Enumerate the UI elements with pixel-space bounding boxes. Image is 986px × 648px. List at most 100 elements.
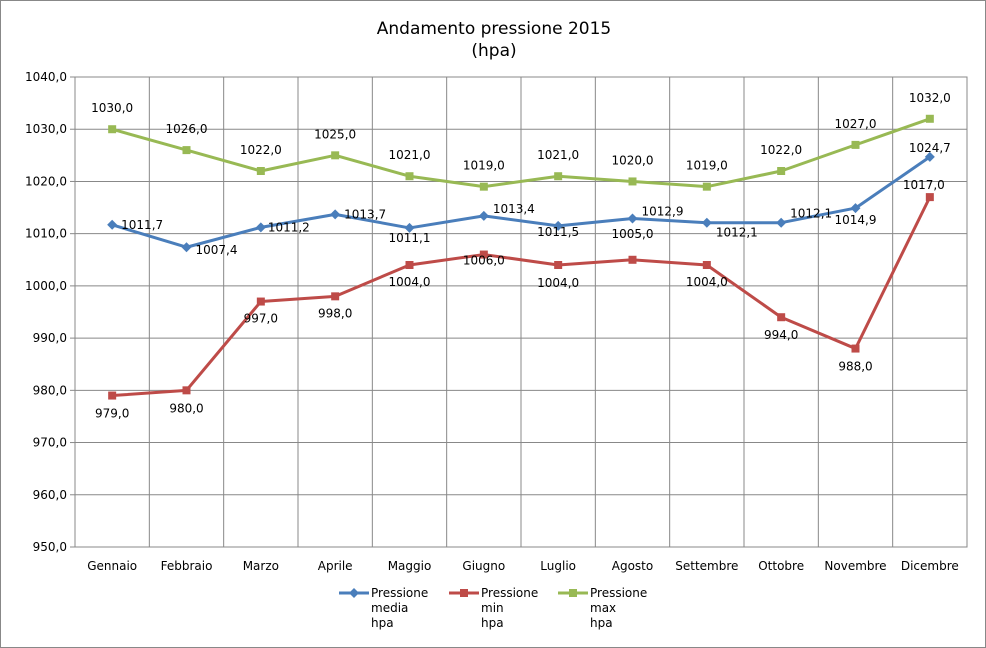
data-label: 1014,9 bbox=[835, 213, 877, 227]
data-label: 1021,0 bbox=[389, 148, 431, 162]
legend-label: max bbox=[590, 601, 616, 615]
legend-marker bbox=[349, 588, 359, 598]
data-label: 979,0 bbox=[95, 407, 129, 421]
data-point bbox=[850, 203, 861, 214]
y-tick-label: 1010,0 bbox=[25, 227, 67, 241]
data-label: 1012,1 bbox=[716, 226, 758, 240]
data-point bbox=[478, 210, 489, 221]
data-label: 1004,0 bbox=[686, 275, 728, 289]
data-label: 994,0 bbox=[764, 328, 798, 342]
x-axis: Gennaio Febbraio Marzo Aprile Maggio Giugno Lu… bbox=[87, 559, 959, 573]
data-label: 980,0 bbox=[169, 401, 203, 415]
data-label: 998,0 bbox=[318, 306, 352, 320]
data-label: 1019,0 bbox=[463, 159, 505, 173]
data-label: 1004,0 bbox=[389, 275, 431, 289]
data-label: 1011,7 bbox=[121, 218, 163, 232]
x-tick-label: Agosto bbox=[612, 559, 653, 573]
data-point bbox=[924, 151, 935, 162]
data-point bbox=[331, 292, 340, 301]
series-line bbox=[111, 155, 931, 249]
legend: PressionemediahpaPressioneminhpaPression… bbox=[339, 586, 647, 630]
data-label: 1022,0 bbox=[760, 143, 802, 157]
data-point bbox=[777, 313, 786, 322]
data-point bbox=[702, 182, 711, 191]
data-label: 1024,7 bbox=[909, 141, 951, 155]
data-label: 1025,0 bbox=[314, 127, 356, 141]
x-tick-label: Novembre bbox=[824, 559, 886, 573]
data-label: 1026,0 bbox=[166, 122, 208, 136]
y-axis: 950,0 960,0 970,0 980,0 990,0 1000,0 1010,0 102… bbox=[25, 70, 75, 554]
y-tick-label: 980,0 bbox=[33, 383, 67, 397]
data-point bbox=[776, 217, 787, 228]
data-label: 1012,9 bbox=[642, 205, 684, 219]
legend-label: hpa bbox=[590, 616, 613, 630]
data-point bbox=[182, 386, 191, 395]
data-label: 1032,0 bbox=[909, 91, 951, 105]
legend-label: hpa bbox=[371, 616, 394, 630]
data-point bbox=[256, 167, 265, 175]
legend-marker bbox=[569, 589, 577, 597]
data-label: 1019,0 bbox=[686, 159, 728, 173]
data-label: 1011,5 bbox=[537, 225, 579, 239]
data-point bbox=[553, 220, 564, 231]
grid bbox=[74, 76, 968, 548]
plot-area-border bbox=[74, 76, 968, 548]
data-point bbox=[628, 177, 637, 186]
x-tick-label: Febbraio bbox=[161, 559, 213, 573]
x-tick-label: Settembre bbox=[675, 559, 738, 573]
chart-title: Andamento pressione 2015 bbox=[377, 19, 611, 39]
data-label: 1013,4 bbox=[493, 202, 535, 216]
data-label: 1012,1 bbox=[790, 207, 832, 221]
legend-label: media bbox=[371, 601, 408, 615]
data-point bbox=[404, 222, 415, 233]
x-tick-label: Gennaio bbox=[87, 559, 137, 573]
x-tick-label: Luglio bbox=[540, 559, 576, 573]
data-point bbox=[107, 219, 118, 230]
data-point bbox=[182, 146, 191, 155]
series-layer bbox=[107, 114, 935, 400]
data-label: 1020,0 bbox=[612, 153, 654, 167]
data-point bbox=[479, 250, 488, 259]
data-label: 1017,0 bbox=[903, 178, 945, 192]
data-point bbox=[255, 222, 266, 233]
y-tick-label: 1040,0 bbox=[25, 70, 67, 84]
y-tick-label: 970,0 bbox=[33, 436, 67, 450]
legend-label: hpa bbox=[481, 616, 504, 630]
data-point bbox=[702, 261, 711, 269]
y-tick-label: 1000,0 bbox=[25, 279, 67, 293]
data-point bbox=[851, 344, 860, 353]
data-label: 997,0 bbox=[244, 312, 278, 326]
y-tick-label: 950,0 bbox=[33, 540, 67, 554]
data-point bbox=[108, 391, 117, 400]
data-label: 1013,7 bbox=[344, 207, 386, 221]
data-point bbox=[405, 172, 414, 181]
data-label: 1011,1 bbox=[389, 231, 431, 245]
data-point bbox=[925, 193, 934, 202]
data-point bbox=[554, 172, 563, 181]
data-label: 1030,0 bbox=[91, 101, 133, 115]
data-point bbox=[851, 140, 860, 149]
data-point bbox=[331, 151, 340, 160]
x-tick-label: Dicembre bbox=[901, 559, 959, 573]
legend-label: min bbox=[481, 601, 504, 615]
data-point bbox=[628, 255, 637, 264]
y-tick-label: 1030,0 bbox=[25, 122, 67, 136]
data-label: 1021,0 bbox=[537, 148, 579, 162]
data-label: 1027,0 bbox=[835, 117, 877, 131]
data-label: 1006,0 bbox=[463, 254, 505, 268]
x-tick-label: Marzo bbox=[243, 559, 279, 573]
series-line bbox=[111, 117, 931, 189]
data-label: 1007,4 bbox=[196, 243, 238, 257]
x-tick-label: Ottobre bbox=[758, 559, 804, 573]
data-label: 1005,0 bbox=[612, 227, 654, 241]
data-point bbox=[256, 297, 265, 306]
data-point bbox=[330, 209, 341, 220]
data-point bbox=[479, 182, 488, 191]
x-tick-label: Giugno bbox=[462, 559, 505, 573]
data-point bbox=[627, 213, 638, 224]
chart-subtitle: (hpa) bbox=[471, 41, 516, 61]
data-label: 1011,2 bbox=[268, 220, 310, 234]
data-label: 988,0 bbox=[838, 360, 872, 374]
